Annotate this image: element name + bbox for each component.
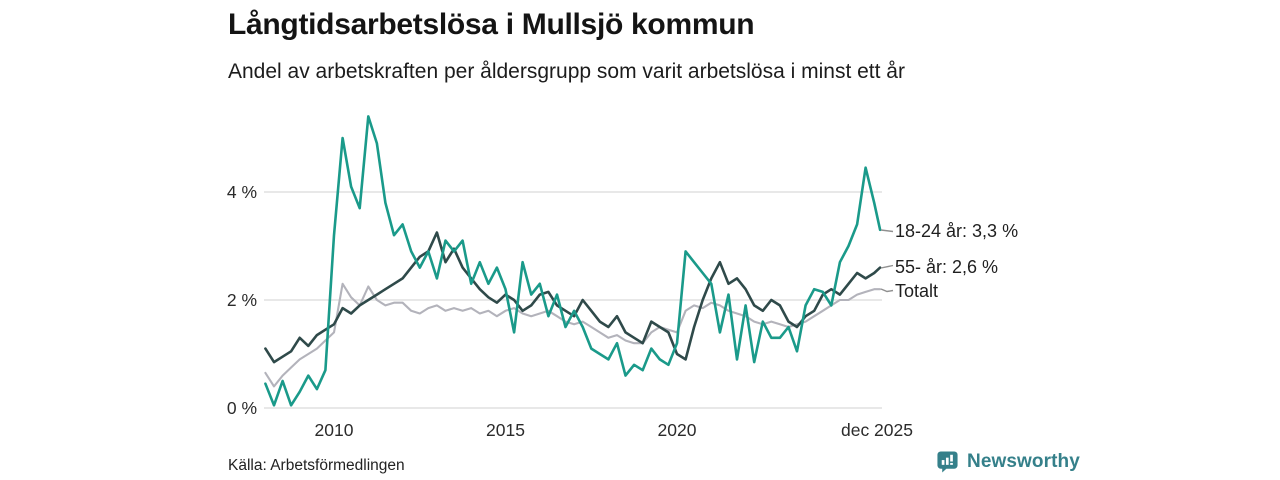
y-tick-label: 2 %: [227, 290, 257, 310]
gridlines: [264, 191, 882, 409]
series-line-18-24-r: [264, 115, 882, 407]
end-label-18-24: 18-24 år: 3,3 %: [895, 221, 1019, 241]
y-tick-label: 0 %: [227, 398, 257, 418]
end-label-55: 55- år: 2,6 %: [895, 257, 999, 277]
x-tick-label: 2015: [486, 420, 525, 440]
x-tick-label: 2020: [658, 420, 697, 440]
page-subtitle: Andel av arbetskraften per åldersgrupp s…: [228, 60, 905, 83]
x-tick-label: 2010: [315, 420, 354, 440]
x-tick-label: dec 2025: [841, 420, 913, 440]
page-title: Långtidsarbetslösa i Mullsjö kommun: [228, 8, 755, 41]
newsworthy-bubble-bar-chart-icon: [937, 451, 958, 473]
brand-name: Newsworthy: [967, 450, 1080, 472]
source-note: Källa: Arbetsförmedlingen: [228, 457, 405, 474]
chart-lines: [264, 115, 882, 407]
series-line-totalt: [264, 282, 882, 388]
annotation-leader-lines: [880, 229, 894, 293]
y-axis-labels: 0 % 2 % 4 %: [227, 182, 257, 418]
brand-logo: Newsworthy: [936, 450, 1080, 473]
y-tick-label: 4 %: [227, 182, 257, 202]
end-label-totalt: Totalt: [895, 281, 939, 301]
x-axis-labels: 2010 2015 2020 dec 2025: [315, 420, 913, 440]
series-line-55-r: [264, 231, 882, 364]
